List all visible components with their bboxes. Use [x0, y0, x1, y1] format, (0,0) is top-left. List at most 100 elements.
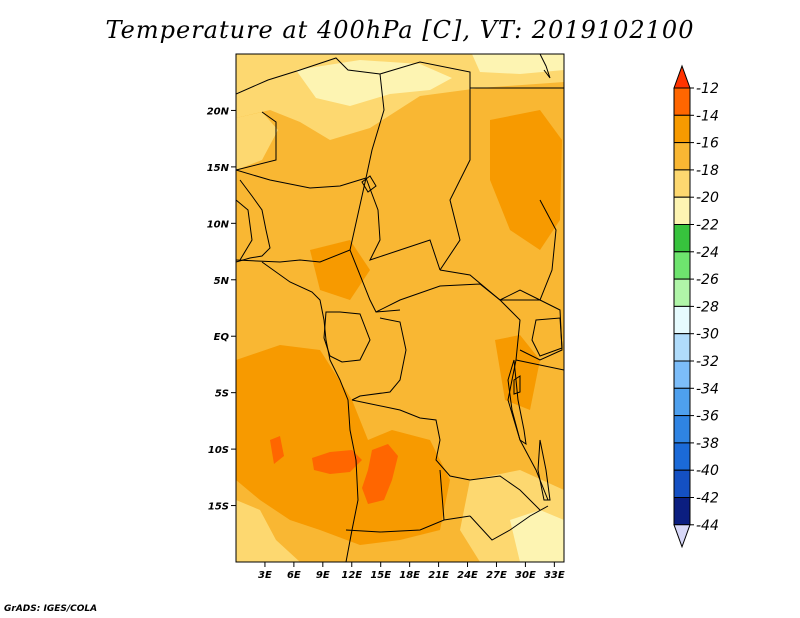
colorbar-segment [673, 169, 691, 198]
colorbar-segment [673, 278, 691, 307]
border-angola-namibia [345, 515, 471, 533]
field-region-cool-north [296, 60, 452, 106]
border-cameroon-car [349, 249, 401, 313]
lon-tick-label: 18E [399, 570, 420, 581]
lake-kivu [513, 375, 521, 395]
colorbar-label: -36 [696, 409, 719, 425]
map-frame [235, 53, 565, 563]
lon-tick-label: 33E [544, 570, 565, 581]
lon-tick-label: 12E [341, 570, 362, 581]
field-region-rift-warm [495, 335, 540, 410]
lat-tick-label: 10N [207, 219, 230, 230]
colorbar-segment [673, 87, 691, 116]
colorbar-segment [673, 442, 691, 471]
lon-tick-label: 3E [258, 570, 272, 581]
colorbar-segment [673, 196, 691, 225]
colorbar-label: -44 [696, 518, 719, 534]
colorbar-segment [673, 469, 691, 499]
border-nigeria-cameroon [236, 177, 367, 263]
border-tanzania [515, 359, 564, 371]
border-west-coast [236, 179, 271, 263]
colorbar-label: -34 [696, 381, 719, 397]
colorbar-label: -18 [696, 163, 719, 179]
colorbar-label: -28 [696, 299, 719, 315]
field-region-angola-hot-3 [270, 436, 284, 464]
grads-credit: GrADS: IGES/COLA [4, 604, 98, 614]
field-region-southwest-warm [236, 345, 450, 545]
lon-tick-label: 24E [457, 570, 478, 581]
chart-title: Temperature at 400hPa [C], VT: 201910210… [105, 16, 695, 44]
country-borders [236, 54, 564, 562]
colorbar-label: -16 [696, 136, 719, 152]
lon-tick-label: 15E [370, 570, 391, 581]
field-region-southeast-cool [510, 510, 564, 562]
colorbar-segment [673, 251, 691, 280]
lat-tick-label: 20N [207, 106, 230, 117]
lat-tick-label: 15S [208, 502, 229, 513]
border-guinea-coast [236, 199, 253, 261]
colorbar-label: -12 [696, 81, 719, 97]
colorbar-segment [673, 360, 691, 389]
field-region-northwest [236, 112, 278, 170]
lat-tick-label: 5N [214, 276, 230, 287]
colorbar-label: -42 [696, 491, 719, 507]
field-region-east-warm [490, 110, 562, 250]
border-car-drc [375, 283, 501, 313]
border-mali-niger [236, 111, 277, 171]
colorbar-segment [673, 305, 691, 335]
border-sudan-east [499, 199, 557, 301]
border-libya [379, 61, 471, 108]
coast-gulf-guinea [261, 261, 359, 562]
lat-tick-label: EQ [214, 332, 230, 343]
lat-tick-label: 5S [215, 389, 229, 400]
colorbar-segment [673, 224, 691, 253]
colorbar-label: -24 [696, 245, 719, 261]
colorbar-label: -22 [696, 218, 719, 234]
colorbar-segment [673, 333, 691, 362]
border-chad-car [365, 177, 441, 271]
border-congo-drc [351, 317, 407, 401]
colorbar-segment [673, 142, 691, 171]
field-region-southwest-edge [236, 500, 300, 562]
border-drc-east [499, 299, 549, 501]
temperature-field [236, 54, 564, 562]
border-niger-nigeria [236, 169, 367, 189]
border-zambia-south [469, 505, 549, 541]
lon-tick-label: 6E [287, 570, 301, 581]
border-algeria-niger [236, 57, 381, 95]
lon-tick-label: 27E [486, 570, 507, 581]
lon-tick-label: 9E [316, 570, 330, 581]
border-chad-sudan [439, 108, 471, 271]
colorbar-label: -38 [696, 436, 719, 452]
colorbar-segment [673, 114, 691, 144]
border-drc-angola [351, 399, 541, 511]
colorbar-label: -14 [696, 108, 719, 124]
colorbar-bottom-arrow [673, 524, 691, 549]
lake-tanganyika [507, 359, 527, 446]
colorbar-label: -26 [696, 272, 719, 288]
colorbar-segment [673, 387, 691, 417]
lake-malawi [537, 439, 551, 501]
lat-tick-label: 10S [208, 445, 229, 456]
field-region-angola-hot-2 [362, 444, 398, 504]
longitude-axis: 3E 6E 9E 12E 15E 18E 21E 24E 27E 30E 33E [258, 562, 565, 581]
colorbar-label: -30 [696, 327, 719, 343]
field-region-angola-hot [312, 450, 362, 474]
field-region-central-warm [310, 240, 370, 300]
colorbar-label: -32 [696, 354, 719, 370]
border-gabon [323, 311, 371, 363]
lat-tick-label: 15N [207, 163, 230, 174]
colorbar-label: -20 [696, 190, 719, 206]
border-uganda [519, 299, 563, 361]
field-region-cool-ne [472, 54, 564, 74]
border-angola-zambia [439, 469, 445, 521]
lake-victoria [531, 317, 563, 357]
border-niger-chad [365, 73, 385, 179]
colorbar-top-arrow [673, 64, 691, 89]
lon-tick-label: 30E [515, 570, 536, 581]
lake-chad [361, 175, 377, 193]
colorbar-label: -40 [696, 463, 719, 479]
colorbar-segment [673, 415, 691, 444]
colorbar: -12 -14 -16 -18 -20 -22 -24 -26 -28 -30 -32 -34 -36 -… [673, 64, 719, 549]
